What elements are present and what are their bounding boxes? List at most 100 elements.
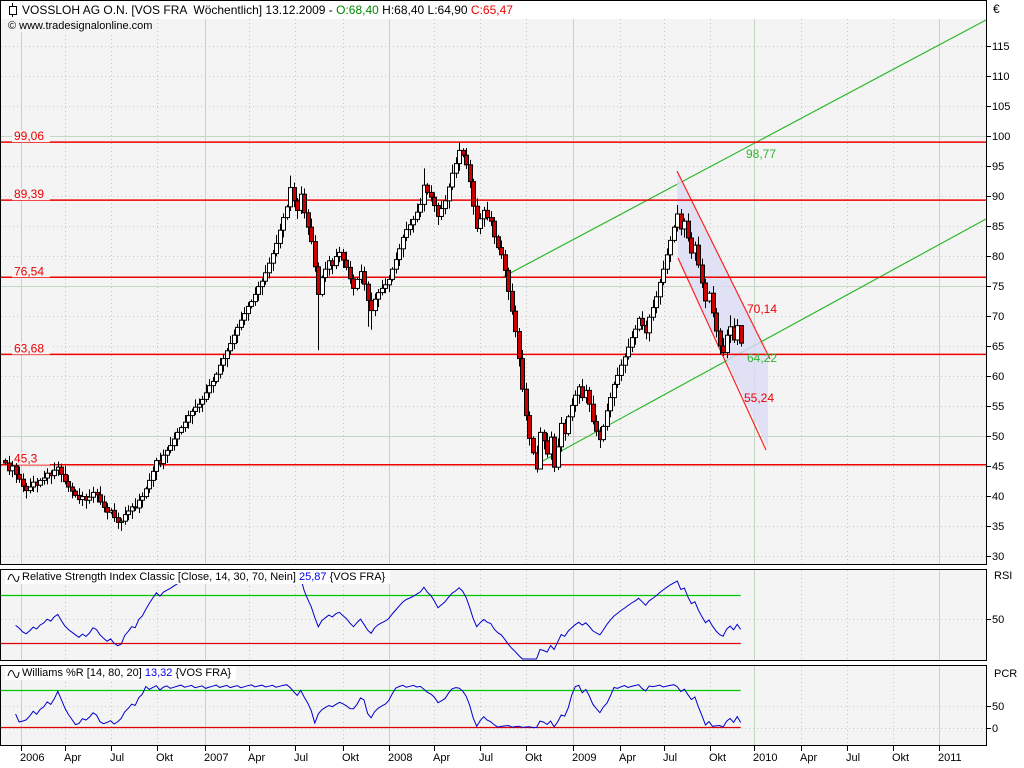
candle-body [626, 346, 631, 358]
time-axis-tickmark [939, 746, 940, 751]
time-axis-label: Apr [248, 752, 266, 764]
price-axis-tick: 75 [987, 280, 1004, 293]
price-chart-canvas[interactable]: 99,06 89,39 76,54 63,68 45,3 98,77 70,14 64,22 5… [0, 0, 987, 565]
price-axis-tick: 105 [987, 100, 1010, 113]
time-axis-tickmark [157, 746, 158, 751]
candle-body [570, 404, 575, 418]
candle-body [397, 248, 402, 261]
candle-body [21, 478, 26, 487]
williams-header: Williams %R [14, 80, 20] 13,32 {VOS FRA} [5, 666, 237, 680]
rsi-panel[interactable] [0, 569, 987, 661]
candle-body [235, 326, 240, 336]
rsi-axis-label: RSI [994, 570, 1013, 582]
time-axis-tickmark [710, 746, 711, 751]
main-price-panel[interactable]: 99,06 89,39 76,54 63,68 45,3 98,77 70,14 64,22 5… [0, 0, 987, 565]
candle-body [640, 317, 645, 327]
candle-body [42, 477, 47, 481]
candle-body [151, 470, 156, 481]
candle-body [703, 282, 708, 302]
candle-body [728, 326, 733, 336]
candle-body [471, 181, 476, 207]
candle-body [369, 299, 374, 312]
candle-body [383, 284, 388, 289]
level-label-bg [12, 452, 50, 465]
candle-body [387, 278, 392, 286]
currency-symbol: € [993, 2, 1000, 16]
williams-curve [15, 684, 742, 729]
candle-body [739, 325, 744, 344]
candle-body [295, 200, 300, 211]
candle-body [661, 268, 666, 283]
candle-body [689, 237, 694, 254]
time-axis-label: Apr [64, 752, 82, 764]
candle-body [601, 425, 606, 441]
indicator-wave-icon [7, 668, 20, 679]
candle-body [380, 287, 385, 294]
candle-body [66, 481, 71, 488]
candle-body [429, 191, 434, 198]
candle-body [242, 313, 247, 321]
candle-body [394, 259, 399, 270]
candle-body [105, 506, 110, 513]
candle-body [91, 491, 96, 498]
candlestick-icon [7, 3, 18, 17]
title-instrument: VOSSLOH AG O.N. [VOS FRA Wöchentlich] 13… [22, 3, 337, 17]
candle-body [95, 491, 100, 496]
candle-body [31, 481, 36, 488]
level-label: 63,68 [14, 341, 44, 355]
candle-body [344, 259, 349, 268]
candle-body [306, 212, 311, 228]
williams-header-name: Williams %R [14, 80, 20] [22, 667, 145, 679]
candle-body [253, 293, 258, 303]
time-axis-tickmark [847, 746, 848, 751]
candle-body [633, 328, 638, 339]
candle-body [721, 345, 726, 354]
level-label: 99,06 [14, 129, 44, 143]
candle-body [59, 466, 64, 475]
candle-body [218, 364, 223, 375]
time-axis-label: 2011 [938, 752, 962, 764]
price-axis-tick: 65 [987, 340, 1004, 353]
candle-body [668, 239, 673, 256]
price-axis-tick: 95 [987, 160, 1004, 173]
time-axis-label: 2006 [20, 752, 45, 764]
candle-body [499, 247, 504, 256]
candle-body [580, 386, 585, 399]
time-axis-tickmark [480, 746, 481, 751]
candle-body [672, 226, 677, 241]
candle-body [457, 149, 462, 165]
candle-body [725, 334, 730, 354]
candle-body [468, 164, 473, 183]
rsi-chart-canvas[interactable] [0, 569, 987, 661]
price-axis-tick: 85 [987, 220, 1004, 233]
candle-body [337, 251, 342, 258]
candle-body [292, 187, 297, 202]
time-axis-label: Okt [342, 752, 360, 764]
price-axis-tick: 80 [987, 250, 1004, 263]
time-axis[interactable]: 2006 Apr Jul Okt 2007 Apr Jul Okt 2008 Apr Jul Okt 2… [0, 746, 987, 768]
candle-body [98, 494, 103, 503]
price-axis[interactable]: € 115 110 105 100 95 90 85 80 75 70 65 60 55 50 45 40 35… [987, 0, 1024, 768]
candle-body [651, 307, 656, 318]
candle-body [630, 337, 635, 348]
price-axis-tick: 50 [987, 430, 1004, 443]
candle-body [200, 398, 205, 405]
time-axis-tickmark [389, 746, 390, 751]
candle-body [211, 380, 216, 387]
candle-body [450, 172, 455, 188]
candle-body [527, 415, 532, 439]
time-axis-label: Okt [892, 752, 910, 764]
candle-body [520, 358, 525, 390]
rsi-header: Relative Strength Index Classic [Close, … [5, 570, 391, 584]
time-axis-label: Okt [156, 752, 174, 764]
candle-body [489, 217, 494, 222]
price-axis-tick: 115 [987, 40, 1010, 53]
candle-body [246, 305, 251, 315]
candle-body [119, 520, 124, 523]
candle-body [186, 415, 191, 423]
candle-body [485, 209, 490, 219]
candle-body [285, 206, 290, 219]
candle-body [228, 343, 233, 352]
candle-body [260, 280, 265, 288]
